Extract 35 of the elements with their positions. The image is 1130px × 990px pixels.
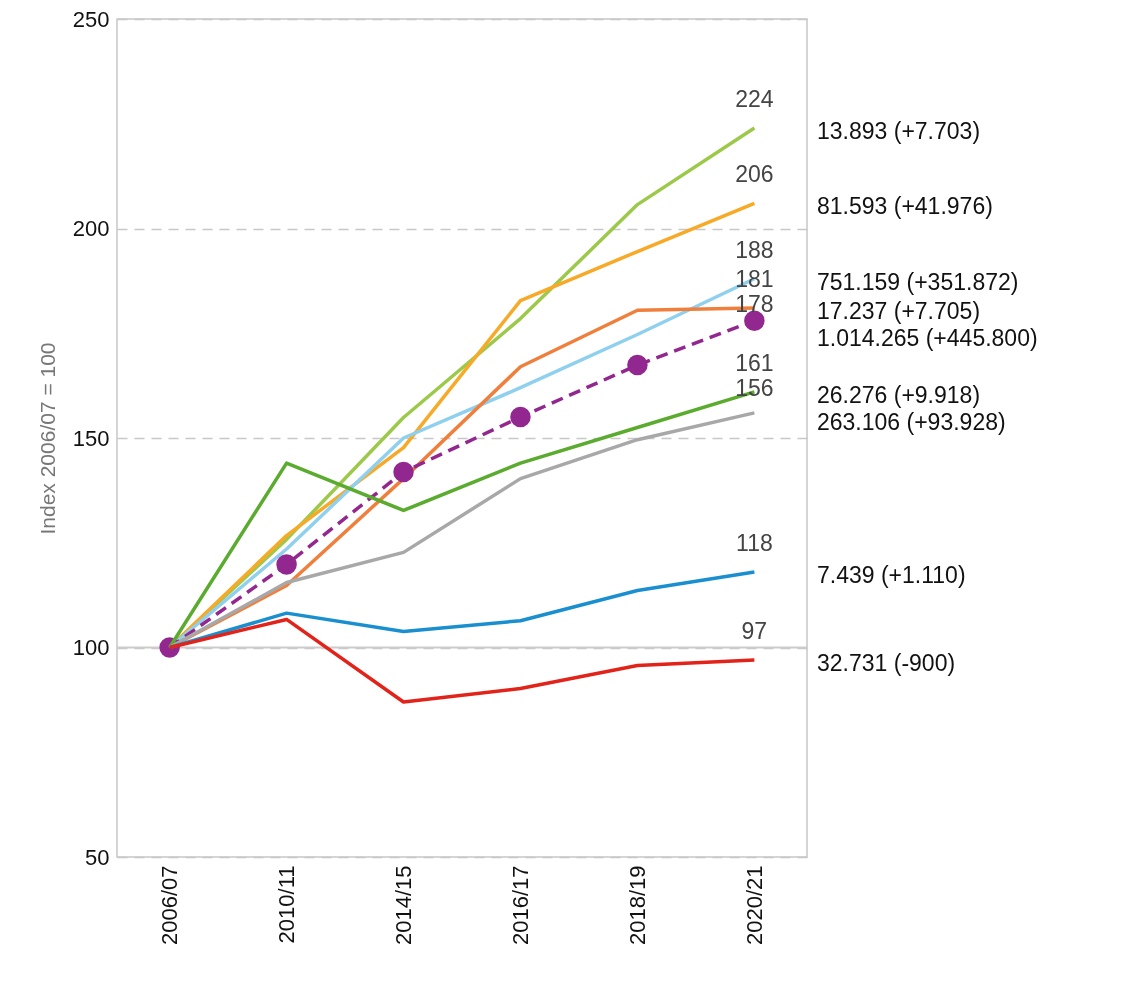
data-label: 188 (735, 236, 774, 263)
data-label: 206 (735, 161, 774, 188)
text: 751.159 (+351.872) (817, 268, 1019, 295)
text: 7.439 (+1.110) (817, 562, 966, 589)
text: 13.893 (+7.703) (817, 117, 981, 144)
data-label: 224 (735, 85, 774, 112)
point (276, 554, 297, 575)
x-tick-label: 2010/11 (274, 865, 300, 944)
text: 17.237 (+7.705) (817, 298, 981, 325)
data-label: 181 (735, 266, 774, 293)
y-tick-label: 50 (85, 844, 110, 870)
data-label: 97 (741, 618, 768, 645)
x-tick-label: 2014/15 (391, 865, 417, 946)
point (627, 354, 648, 376)
data-label: 178 (735, 291, 774, 318)
text: 26.276 (+9.918) (817, 381, 981, 408)
data-label: 156 (735, 374, 774, 401)
y-axis-title: Index 2006/07 = 100 (35, 342, 59, 535)
text: 263.106 (+93.928) (817, 408, 1006, 435)
point (744, 310, 765, 331)
point (510, 406, 531, 428)
x-tick-label: 2016/17 (507, 865, 533, 946)
y-tick-label: 250 (72, 6, 110, 32)
text: 32.731 (-900) (817, 650, 956, 677)
data-label: 118 (736, 530, 773, 557)
text: 81.593 (+41.976) (817, 193, 993, 220)
x-tick-label: 2006/07 (157, 865, 183, 946)
y-tick-label: 150 (72, 425, 110, 451)
x-tick-label: 2020/21 (741, 865, 767, 946)
data-label: 161 (735, 349, 774, 376)
y-tick-label: 100 (72, 635, 110, 660)
x-tick-label: 2018/19 (624, 865, 650, 946)
y-tick-label: 200 (72, 216, 110, 241)
point (393, 461, 414, 483)
text: 1.014.265 (+445.800) (817, 325, 1038, 352)
